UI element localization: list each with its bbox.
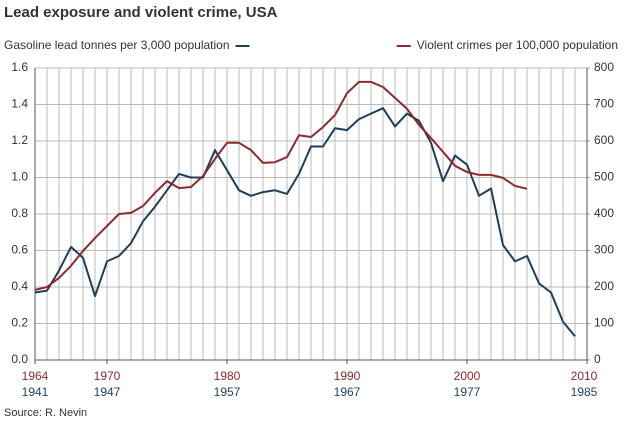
- x2-tick-label: 1967: [334, 385, 361, 399]
- y-tick-label: 1.0: [11, 170, 28, 184]
- y2-tick-label: 800: [594, 60, 614, 74]
- x2-tick-label: 1941: [22, 385, 49, 399]
- y-tick-label: 0.6: [11, 243, 28, 257]
- y2-tick-label: 0: [594, 352, 601, 366]
- y2-tick-label: 500: [594, 170, 614, 184]
- series-line: [34, 107, 576, 337]
- y-tick-label: 1.4: [11, 97, 28, 111]
- y2-tick-label: 200: [594, 279, 614, 293]
- y2-tick-label: 400: [594, 206, 614, 220]
- y-tick-label: 1.2: [11, 133, 28, 147]
- x-tick-label: 1970: [94, 369, 121, 383]
- chart-title: Lead exposure and violent crime, USA: [4, 4, 278, 21]
- x-tick-label: 2000: [454, 369, 481, 383]
- y-tick-label: 0.4: [11, 279, 28, 293]
- y-tick-label: 0.8: [11, 206, 28, 220]
- y-tick-label: 0.2: [11, 316, 28, 330]
- x2-tick-label: 1957: [214, 385, 241, 399]
- x-tick-label: 1990: [334, 369, 361, 383]
- y-tick-label: 0.0: [11, 352, 28, 366]
- x2-tick-label: 1947: [94, 385, 121, 399]
- series-line: [34, 80, 528, 291]
- legend-label: Violent crimes per 100,000 population: [417, 38, 618, 52]
- x2-tick-label: 1985: [571, 385, 598, 399]
- legend-label: Gasoline lead tonnes per 3,000 populatio…: [4, 38, 230, 52]
- x-tick-label: 1980: [214, 369, 241, 383]
- source: Source: R. Nevin: [4, 407, 87, 419]
- y-tick-label: 1.6: [11, 60, 28, 74]
- y2-tick-label: 700: [594, 97, 614, 111]
- y2-tick-label: 600: [594, 133, 614, 147]
- y2-tick-label: 100: [594, 316, 614, 330]
- y2-tick-label: 300: [594, 243, 614, 257]
- x-tick-label: 2010: [571, 369, 598, 383]
- x2-tick-label: 1977: [454, 385, 481, 399]
- x-tick-label: 1964: [22, 369, 49, 383]
